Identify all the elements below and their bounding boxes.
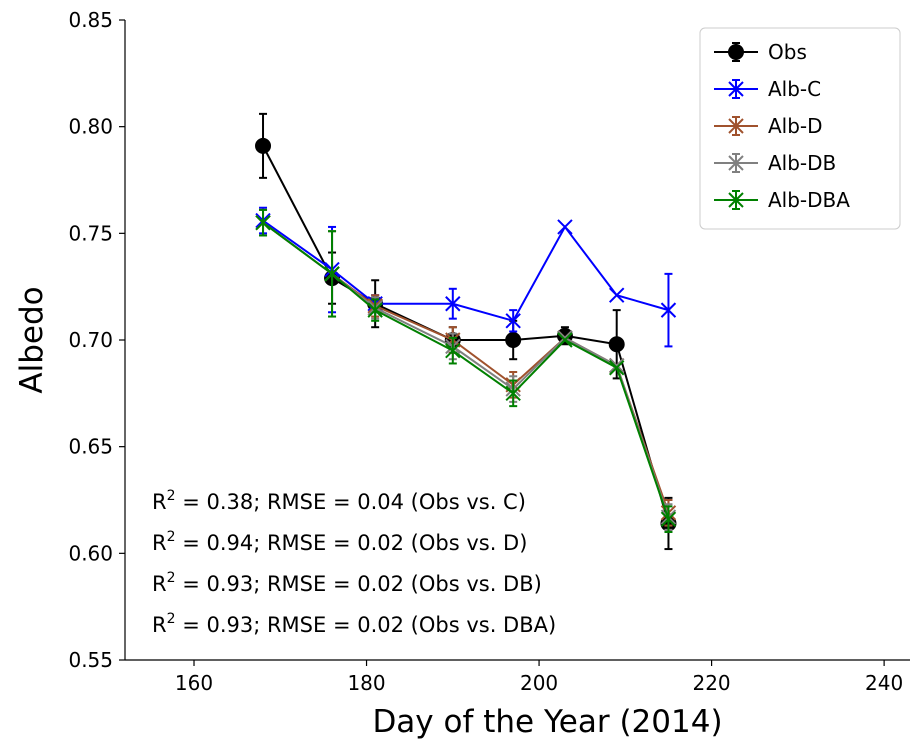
legend-label: Alb-DB: [768, 151, 836, 175]
series-layer: [255, 112, 677, 551]
legend-box: [699, 27, 901, 230]
y-tick-label: 0.85: [68, 8, 113, 32]
stats-text: = 0.94; RMSE = 0.02 (Obs vs. D): [176, 531, 528, 555]
legend-item-alb-db: Alb-DB: [714, 151, 836, 175]
alb-dba-marker: [445, 342, 461, 359]
alb-dba-line: [262, 221, 670, 520]
alb-dba-marker: [608, 360, 625, 376]
alb-dba-marker: [660, 511, 677, 527]
series-obs: [255, 112, 677, 551]
r-symbol: R: [152, 572, 167, 596]
stats-annotation: R2 = 0.94; RMSE = 0.02 (Obs vs. D): [152, 529, 527, 555]
superscript: 2: [167, 570, 176, 586]
x-tick-label: 220: [692, 671, 730, 695]
series-alb-d: [255, 208, 677, 527]
legend-label: Alb-D: [768, 114, 823, 138]
y-tick-label: 0.70: [68, 328, 113, 352]
legend-item-obs: Obs: [714, 40, 807, 64]
legend-marker: [728, 155, 744, 171]
legend-label: Alb-DBA: [768, 188, 850, 212]
stats-text: = 0.93; RMSE = 0.02 (Obs vs. DBA): [176, 613, 557, 637]
superscript: 2: [167, 611, 176, 627]
y-tick-label: 0.55: [68, 648, 113, 672]
legend-marker: [728, 192, 744, 208]
obs-marker: [505, 332, 522, 348]
alb-c-marker: [445, 296, 461, 312]
x-tick-label: 160: [175, 671, 213, 695]
series-alb-dba: [255, 208, 677, 533]
legend-item-alb-d: Alb-D: [714, 114, 823, 138]
legend-label: Obs: [768, 40, 807, 64]
alb-dba-marker: [557, 332, 573, 348]
alb-c-marker: [660, 302, 677, 318]
y-axis-label: Albedo: [14, 286, 50, 393]
series-alb-db: [255, 208, 677, 531]
r-symbol: R: [152, 531, 167, 555]
y-tick-label: 0.60: [68, 541, 113, 565]
legend-label: Alb-C: [768, 77, 821, 101]
x-tick-label: 200: [520, 671, 558, 695]
y-tick-label: 0.65: [68, 435, 113, 459]
alb-db-marker: [608, 357, 625, 374]
series-alb-c: [255, 206, 677, 348]
x-axis-label: Day of the Year (2014): [372, 704, 722, 740]
stats-text: = 0.93; RMSE = 0.02 (Obs vs. DB): [176, 572, 542, 596]
alb-c-line: [262, 219, 669, 322]
obs-marker: [255, 137, 272, 154]
alb-dba-marker: [324, 266, 340, 282]
stats-annotation: R2 = 0.38; RMSE = 0.04 (Obs vs. C): [152, 488, 526, 514]
stats-annotations: R2 = 0.38; RMSE = 0.04 (Obs vs. C)R2 = 0…: [152, 488, 556, 637]
legend-item-alb-dba: Alb-DBA: [714, 188, 850, 212]
alb-dba-marker: [367, 302, 383, 318]
obs-line: [262, 145, 670, 524]
y-tick-label: 0.75: [68, 221, 113, 245]
alb-dba-marker: [505, 385, 521, 402]
alb-c-marker: [505, 313, 521, 329]
stats-annotation: R2 = 0.93; RMSE = 0.02 (Obs vs. DB): [152, 570, 542, 596]
legend-marker: [728, 81, 744, 97]
legend-item-alb-c: Alb-C: [714, 77, 821, 101]
stats-annotation: R2 = 0.93; RMSE = 0.02 (Obs vs. DBA): [152, 611, 556, 637]
axes: 160 180 200 220 240 0.55 0.60 0.65 0.70 0.75 0.80 0…: [68, 8, 910, 695]
superscript: 2: [167, 529, 176, 545]
y-tick-label: 0.80: [68, 115, 113, 139]
r-symbol: R: [152, 490, 167, 514]
alb-c-marker: [557, 219, 573, 235]
legend-marker: [728, 44, 744, 60]
r-symbol: R: [152, 613, 167, 637]
superscript: 2: [167, 488, 176, 504]
obs-marker: [608, 336, 625, 353]
x-tick-label: 240: [865, 671, 903, 695]
alb-dba-marker: [255, 214, 271, 231]
legend-marker: [728, 118, 744, 134]
alb-d-line: [262, 221, 670, 514]
alb-c-marker: [608, 287, 625, 303]
stats-text: = 0.38; RMSE = 0.04 (Obs vs. C): [176, 490, 526, 514]
legend: Obs Alb-C Alb-D Alb-DB Alb-DBA: [699, 27, 901, 230]
x-tick-label: 180: [347, 671, 385, 695]
